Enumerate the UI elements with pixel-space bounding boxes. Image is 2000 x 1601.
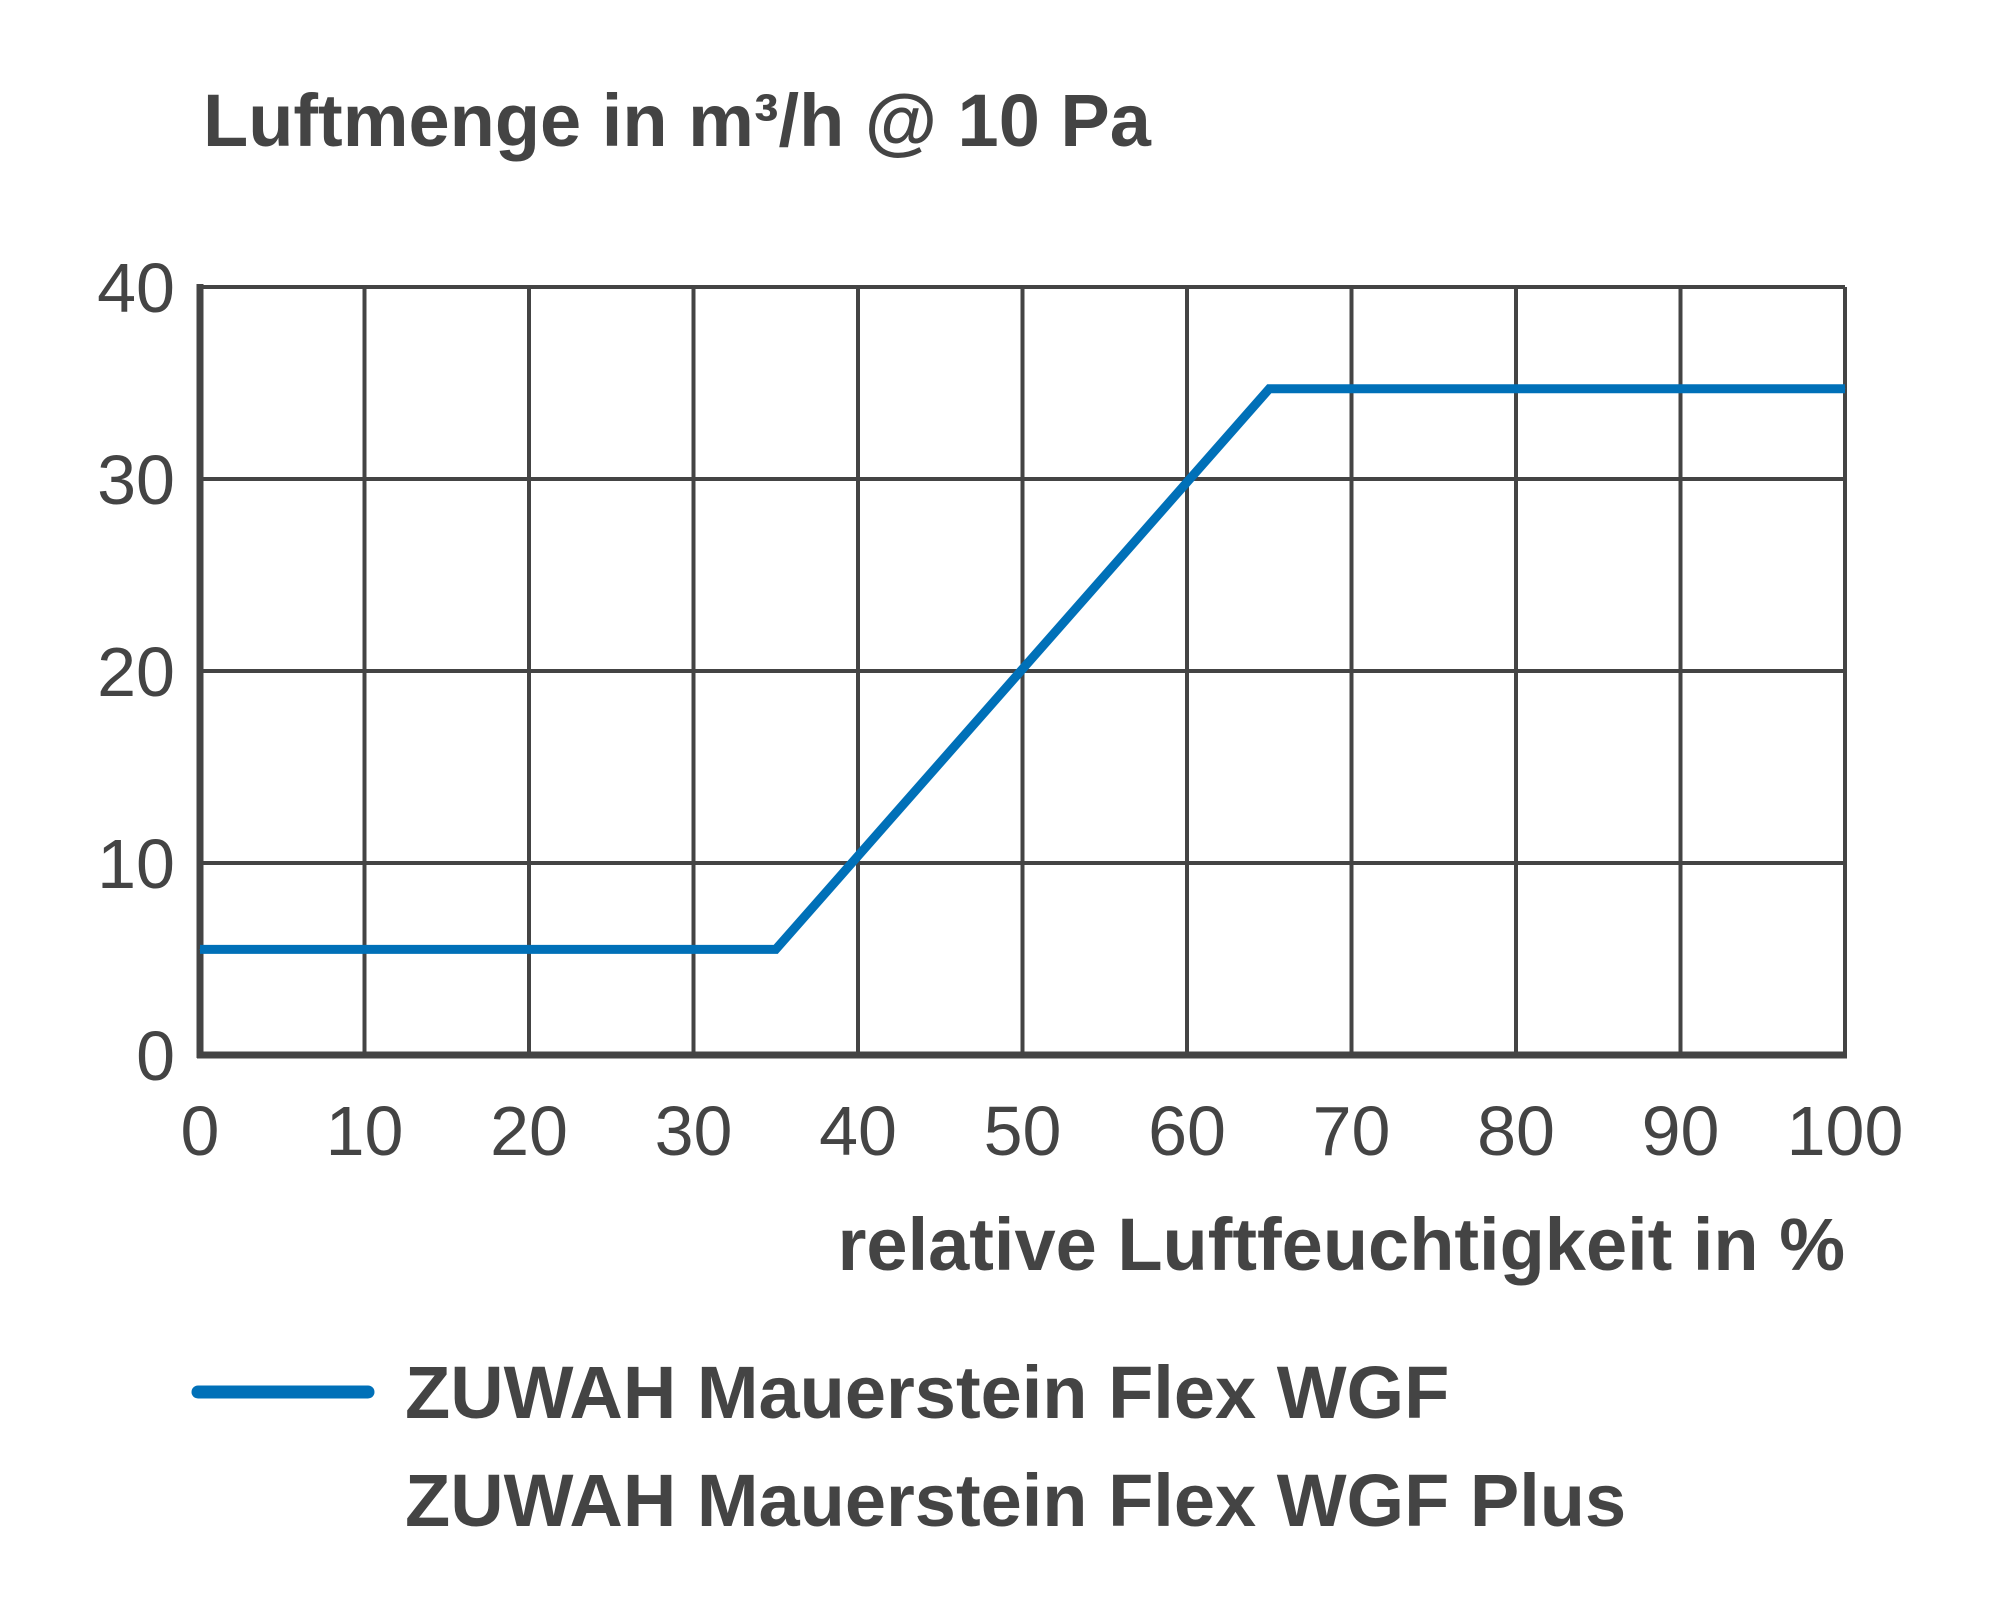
y-tick-label: 20 — [97, 633, 175, 711]
y-tick-labels: 0 10 20 30 40 — [97, 249, 175, 1095]
series-point — [1268, 388, 1270, 390]
x-tick-label: 50 — [984, 1092, 1062, 1170]
y-tick-label: 40 — [97, 249, 175, 327]
x-tick-label: 80 — [1477, 1092, 1555, 1170]
legend-entry-1: ZUWAH Mauerstein Flex WGF — [405, 1351, 1449, 1434]
x-tick-label: 70 — [1313, 1092, 1391, 1170]
x-tick-label: 40 — [819, 1092, 897, 1170]
series-line-0 — [200, 384, 1845, 954]
x-tick-label: 30 — [655, 1092, 733, 1170]
x-tick-label: 60 — [1148, 1092, 1226, 1170]
y-tick-label: 30 — [97, 441, 175, 519]
y-tick-label: 0 — [136, 1017, 175, 1095]
x-tick-labels: 0 10 20 30 40 50 60 70 80 90 100 — [181, 1092, 1904, 1170]
series-point — [199, 948, 201, 950]
grid — [200, 285, 1847, 1055]
x-tick-label: 90 — [1642, 1092, 1720, 1170]
legend: ZUWAH Mauerstein Flex WGF ZUWAH Mauerste… — [191, 1351, 1626, 1542]
x-tick-label: 100 — [1787, 1092, 1904, 1170]
x-axis-label: relative Luftfeuchtigkeit in % — [838, 1203, 1845, 1286]
chart-title: Luftmenge in m³/h @ 10 Pa — [203, 79, 1152, 162]
axes — [196, 284, 1847, 1059]
x-tick-label: 20 — [490, 1092, 568, 1170]
series-point — [775, 948, 777, 950]
legend-entry-2: ZUWAH Mauerstein Flex WGF Plus — [405, 1459, 1626, 1542]
x-tick-label: 0 — [181, 1092, 220, 1170]
series-group — [199, 384, 1846, 954]
series-point — [1844, 388, 1846, 390]
y-tick-label: 10 — [97, 825, 175, 903]
x-tick-label: 10 — [326, 1092, 404, 1170]
